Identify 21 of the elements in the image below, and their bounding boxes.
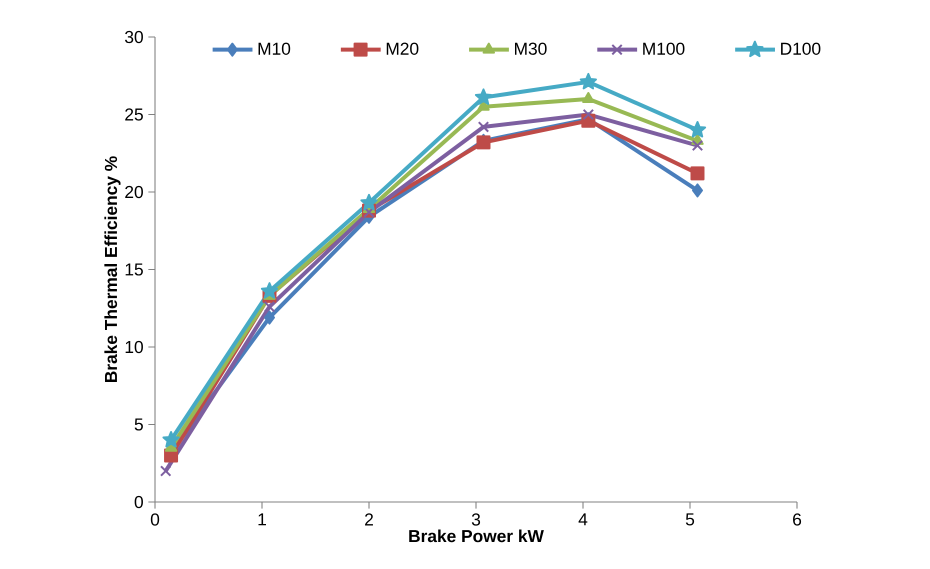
x-tick-label: 2 [365,513,373,526]
x-tick-label: 1 [258,513,266,526]
x-tick-label: 3 [472,513,480,526]
x-tick-label: 5 [686,513,694,526]
legend-label: M20 [386,42,418,55]
x-tick-label: 6 [793,513,802,526]
y-tick-label: 15 [126,263,143,276]
y-tick-label: 25 [125,108,143,121]
legend-label: M30 [514,42,547,55]
x-tick-label: 0 [150,513,160,526]
legend-label: M10 [258,42,290,55]
y-tick-label: 20 [125,186,143,198]
legend-label: D100 [781,42,820,55]
legend-label: M100 [643,42,684,55]
x-tick-label: 4 [578,513,588,526]
x-axis-title: Brake Power kW [409,529,544,542]
y-tick-label: 0 [134,496,143,508]
y-axis-title: Brake Thermal Efficiency % [104,156,121,382]
y-tick-label: 30 [125,30,143,44]
y-tick-label: 5 [134,418,143,431]
y-tick-label: 10 [126,340,143,354]
